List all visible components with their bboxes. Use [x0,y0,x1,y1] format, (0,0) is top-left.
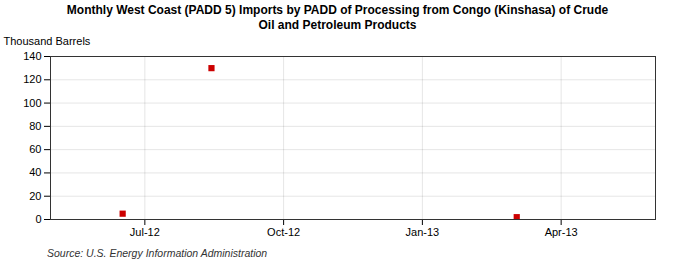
html-text:Monthly West Coast (PADD 5) Im: Monthly West Coast (PADD 5) Imports by P… [66,3,609,32]
svg-text:100: 100 [23,97,41,109]
svg-text:0: 0 [35,213,41,225]
svg-text:Thousand Barrels: Thousand Barrels [4,35,91,47]
svg-text:120: 120 [23,73,41,85]
html-text:Source: U.S. Energy Informatio: Source: U.S. Energy Information Administ… [47,247,268,259]
svg-text:40: 40 [29,166,41,178]
svg-text:Apr-13: Apr-13 [545,226,578,238]
svg-text:20: 20 [29,190,41,202]
svg-text:Oct-12: Oct-12 [267,226,300,238]
svg-text:80: 80 [29,120,41,132]
svg-text:Jul-12: Jul-12 [130,226,160,238]
svg-text:60: 60 [29,143,41,155]
svg-text:140: 140 [23,50,41,62]
svg-text:Jan-13: Jan-13 [406,226,440,238]
